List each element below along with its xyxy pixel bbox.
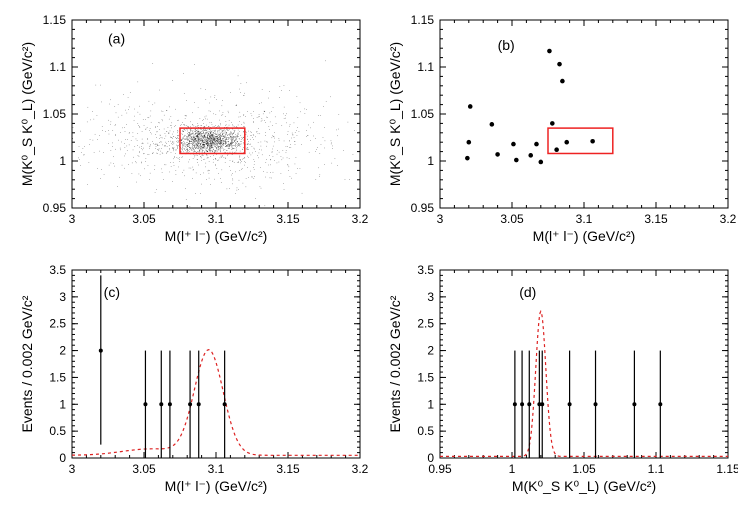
svg-text:3.1: 3.1 [208,462,225,476]
svg-text:3: 3 [59,289,66,303]
svg-text:0: 0 [427,451,434,465]
svg-text:1: 1 [427,397,434,411]
svg-text:3.05: 3.05 [132,212,156,226]
svg-text:1: 1 [509,462,516,476]
svg-text:1.15: 1.15 [411,13,435,27]
svg-text:0: 0 [59,451,66,465]
panel-c: 3 3.05 3.1 3.15 3.2 0 0.5 1 1.5 2 2.5 3 3.5 M(l⁺ l⁻) … [10,260,370,502]
svg-text:1: 1 [59,154,66,168]
svg-text:3.5: 3.5 [49,263,66,277]
svg-text:1.15: 1.15 [716,462,738,476]
panel-a: 3 3.05 3.1 3.15 3.2 0.95 1 1.05 1.1 1.15 M(l⁺ l⁻) … [10,10,370,252]
svg-text:(c): (c) [104,283,120,299]
figure-grid: 3 3.05 3.1 3.15 3.2 0.95 1 1.05 1.1 1.15 M(l⁺ l⁻) … [10,10,737,501]
svg-text:1.1: 1.1 [49,60,66,74]
svg-text:M(l⁺ l⁻) (GeV/c²): M(l⁺ l⁻) (GeV/c²) [165,478,268,494]
svg-text:3.05: 3.05 [132,462,156,476]
svg-text:(b): (b) [498,37,515,53]
svg-text:M(l⁺ l⁻) (GeV/c²): M(l⁺ l⁻) (GeV/c²) [165,228,268,244]
svg-text:3.5: 3.5 [417,263,434,277]
svg-text:3.15: 3.15 [276,212,300,226]
svg-text:0.5: 0.5 [49,424,66,438]
svg-text:3.1: 3.1 [576,212,593,226]
svg-text:M(K⁰_S K⁰_L) (GeV/c²): M(K⁰_S K⁰_L) (GeV/c²) [387,42,403,186]
svg-text:3: 3 [69,462,76,476]
svg-text:1.15: 1.15 [43,13,67,27]
svg-text:1.5: 1.5 [417,370,434,384]
svg-text:3: 3 [427,289,434,303]
svg-text:1.1: 1.1 [648,462,665,476]
svg-text:M(K⁰_S K⁰_L) (GeV/c²): M(K⁰_S K⁰_L) (GeV/c²) [512,478,656,494]
svg-text:1.05: 1.05 [43,107,67,121]
svg-text:0.5: 0.5 [417,424,434,438]
svg-text:0.95: 0.95 [411,201,435,215]
svg-text:1.5: 1.5 [49,370,66,384]
svg-text:2: 2 [427,343,434,357]
svg-text:1: 1 [427,154,434,168]
svg-text:1: 1 [59,397,66,411]
svg-text:3: 3 [69,212,76,226]
svg-text:3.15: 3.15 [644,212,668,226]
svg-text:3.2: 3.2 [352,212,369,226]
svg-text:3: 3 [437,212,444,226]
svg-text:3.2: 3.2 [352,462,369,476]
svg-text:3.05: 3.05 [500,212,524,226]
svg-text:2.5: 2.5 [49,316,66,330]
svg-text:1.05: 1.05 [572,462,596,476]
svg-text:Events / 0.002 GeV/c²: Events / 0.002 GeV/c² [19,295,35,432]
svg-text:M(l⁺ l⁻) (GeV/c²): M(l⁺ l⁻) (GeV/c²) [533,228,636,244]
svg-text:(a): (a) [108,31,125,47]
svg-text:(d): (d) [519,283,536,299]
svg-text:Events / 0.002 GeV/c²: Events / 0.002 GeV/c² [387,295,403,432]
panel-b: 3 3.05 3.1 3.15 3.2 0.95 1 1.05 1.1 1.15 M(l⁺ l⁻) … [378,10,738,252]
panel-d: 0.9511.051.11.1500.511.522.533.5M(K⁰_S K… [378,260,738,502]
svg-text:0.95: 0.95 [43,201,67,215]
svg-text:M(K⁰_S K⁰_L) (GeV/c²): M(K⁰_S K⁰_L) (GeV/c²) [19,42,35,186]
svg-text:2.5: 2.5 [417,316,434,330]
svg-text:1.1: 1.1 [417,60,434,74]
svg-text:1.05: 1.05 [411,107,435,121]
svg-text:3.2: 3.2 [720,212,737,226]
svg-text:2: 2 [59,343,66,357]
svg-text:3.15: 3.15 [276,462,300,476]
svg-text:3.1: 3.1 [208,212,225,226]
